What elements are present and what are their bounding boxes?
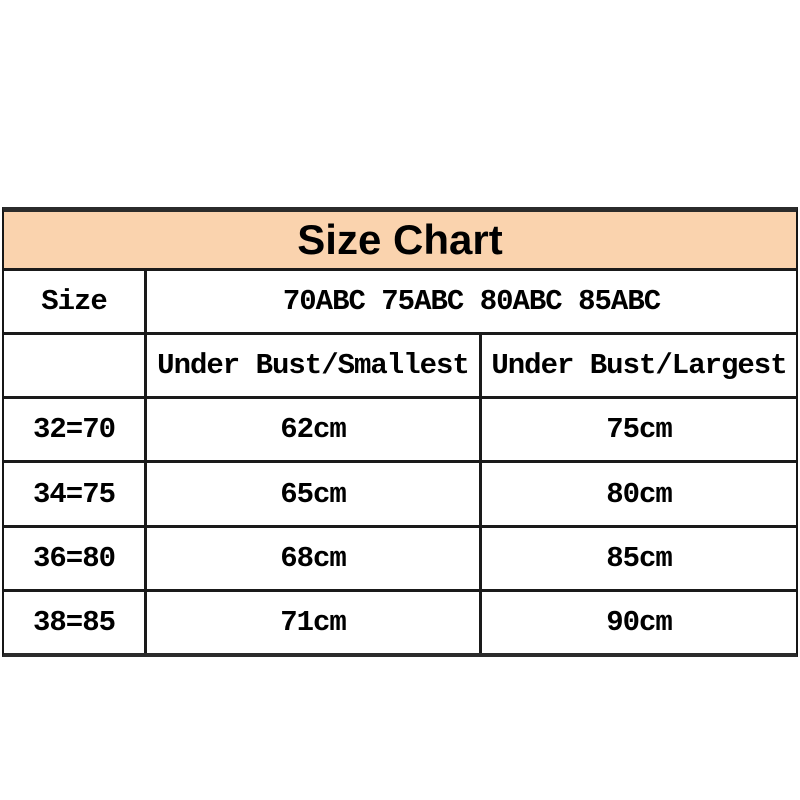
- table-row: 32=70 62cm 75cm: [4, 396, 796, 460]
- smallest-cell: 68cm: [147, 528, 482, 589]
- size-cell: 34=75: [4, 463, 147, 525]
- measure-header-row: Under Bust/Smallest Under Bust/Largest: [4, 332, 796, 396]
- size-cell: 38=85: [4, 592, 147, 653]
- size-cell: 32=70: [4, 399, 147, 460]
- size-codes-cell: 70ABC 75ABC 80ABC 85ABC: [147, 271, 796, 332]
- under-bust-largest-header: Under Bust/Largest: [482, 335, 796, 396]
- largest-cell: 80cm: [482, 463, 796, 525]
- table-title: Size Chart: [297, 216, 503, 263]
- size-chart-table: Size Chart Size 70ABC 75ABC 80ABC 85ABC …: [2, 207, 798, 657]
- empty-header-cell: [4, 335, 147, 396]
- under-bust-smallest-header: Under Bust/Smallest: [147, 335, 482, 396]
- largest-cell: 85cm: [482, 528, 796, 589]
- smallest-cell: 71cm: [147, 592, 482, 653]
- table-title-bar: Size Chart: [4, 212, 796, 268]
- size-cell: 36=80: [4, 528, 147, 589]
- largest-cell: 75cm: [482, 399, 796, 460]
- size-label-cell: Size: [4, 271, 147, 332]
- table-row: 34=75 65cm 80cm: [4, 460, 796, 525]
- table-row: 38=85 71cm 90cm: [4, 589, 796, 653]
- size-codes-row: Size 70ABC 75ABC 80ABC 85ABC: [4, 268, 796, 332]
- table-row: 36=80 68cm 85cm: [4, 525, 796, 589]
- smallest-cell: 62cm: [147, 399, 482, 460]
- largest-cell: 90cm: [482, 592, 796, 653]
- smallest-cell: 65cm: [147, 463, 482, 525]
